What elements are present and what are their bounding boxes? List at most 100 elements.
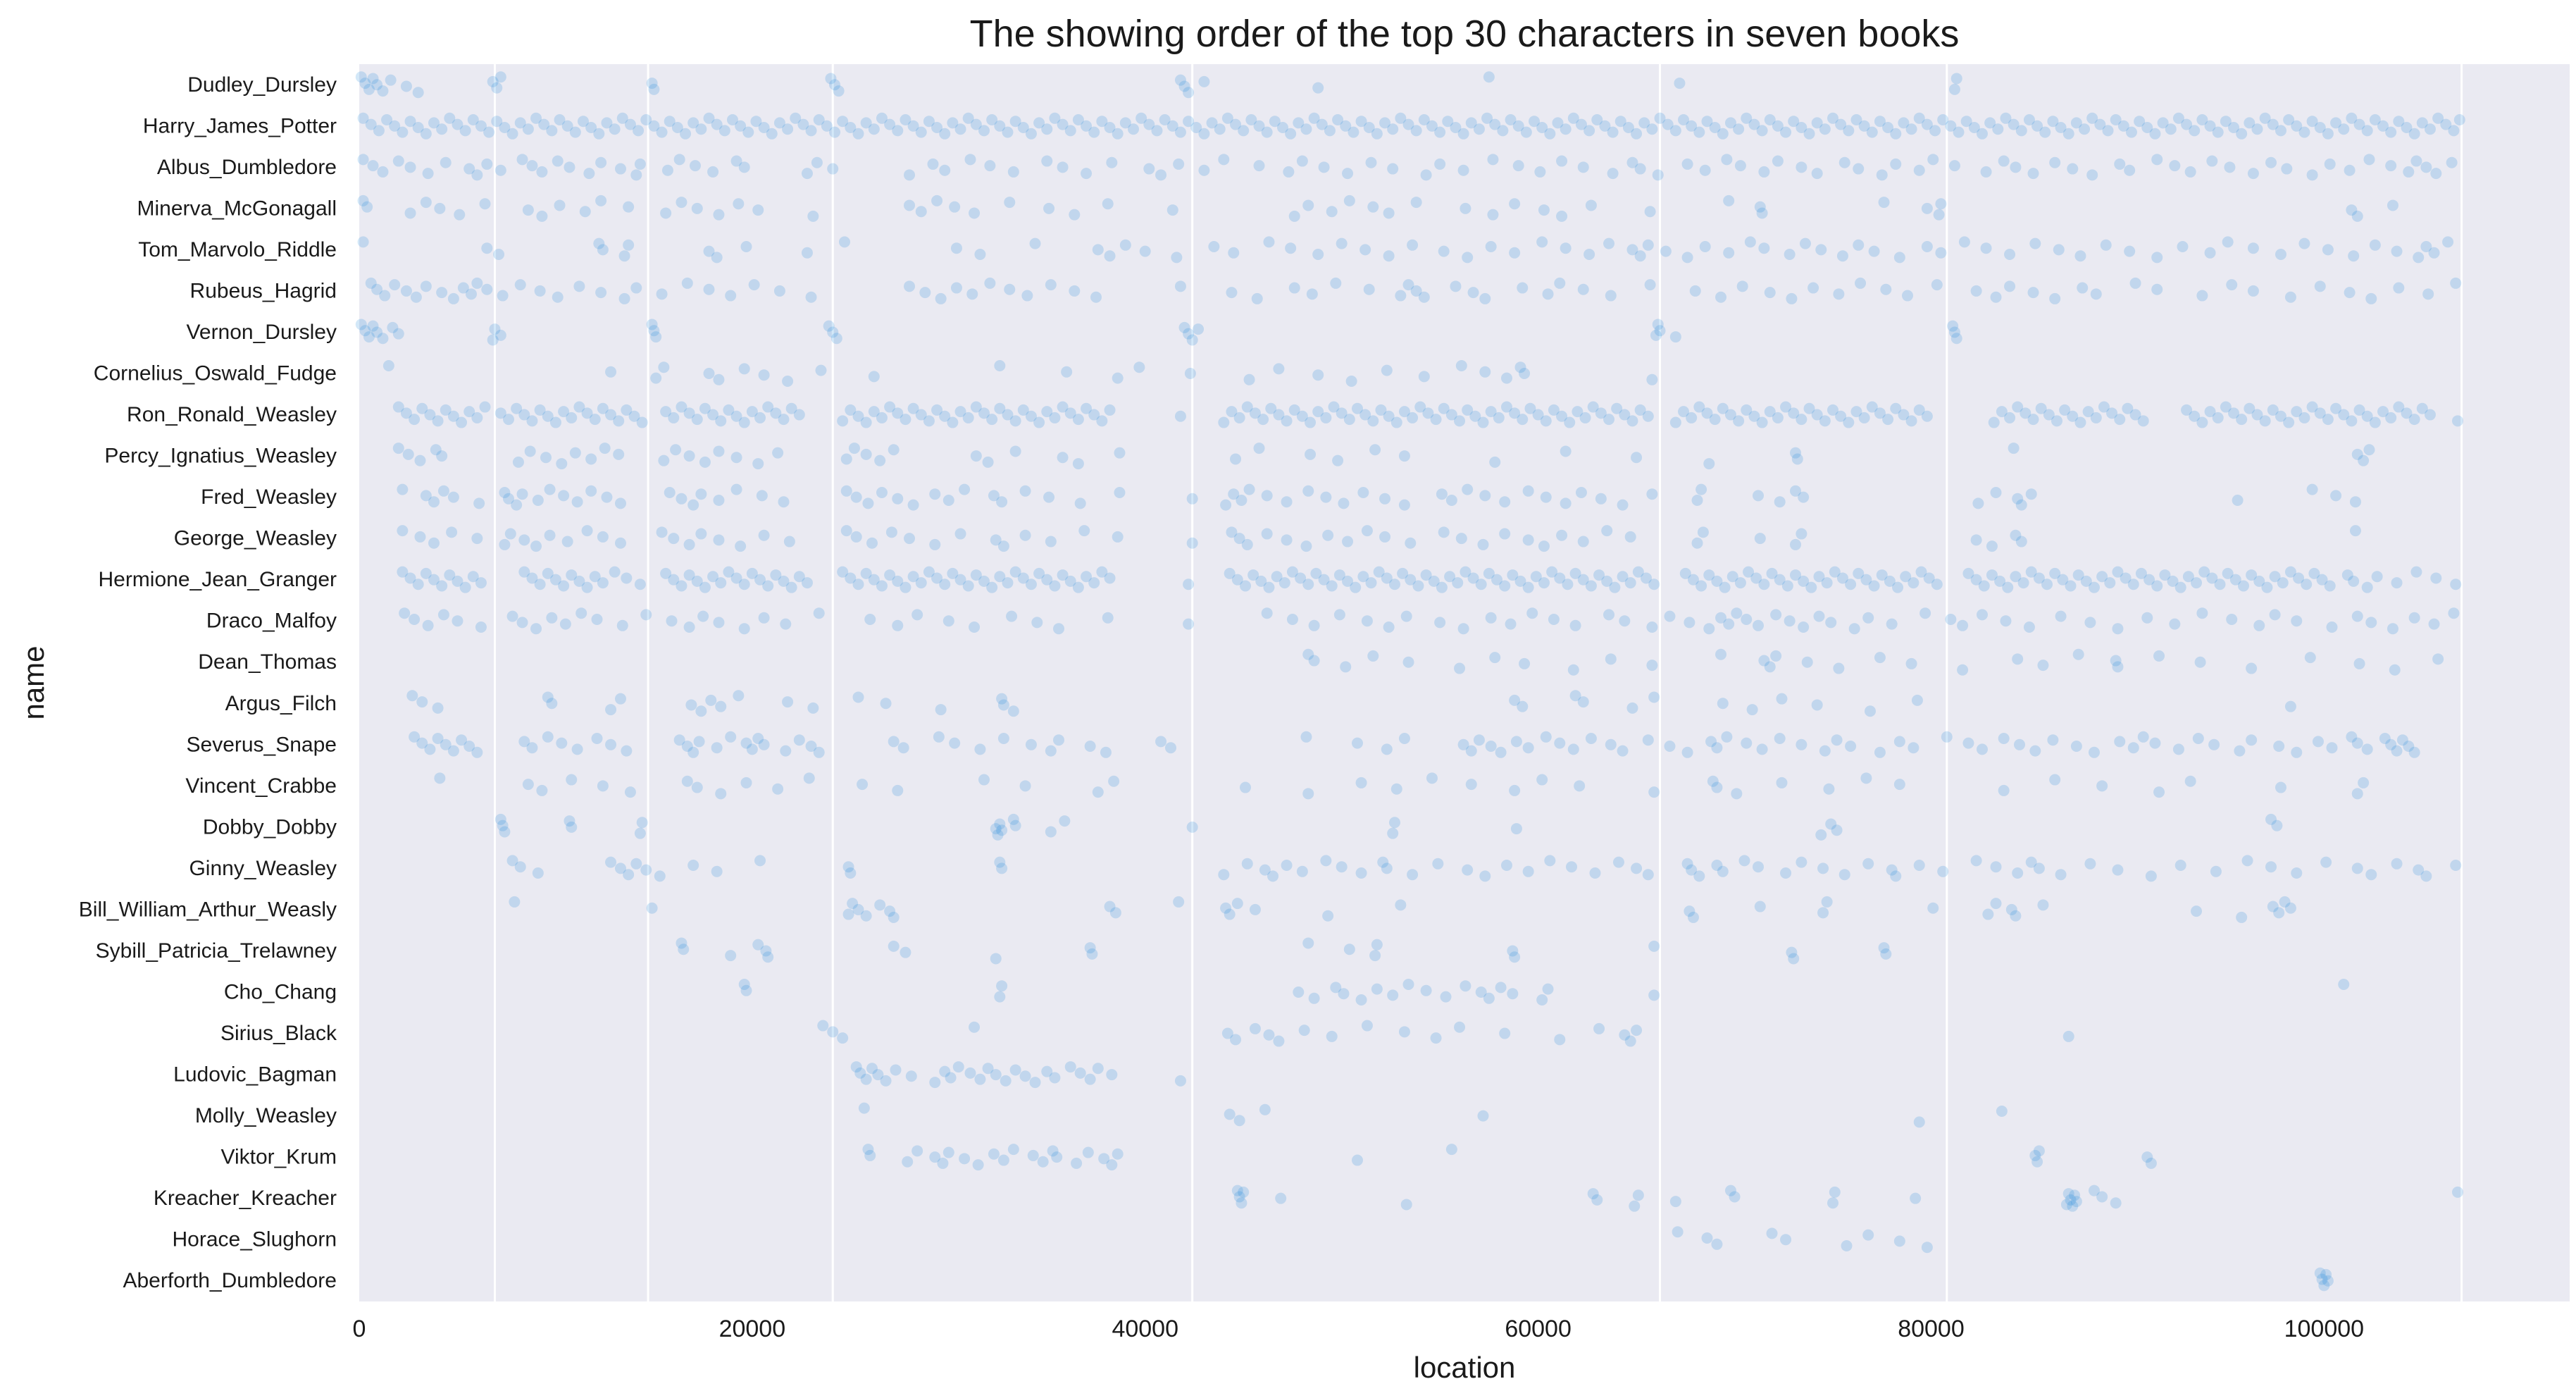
y-tick-label: Severus_Snape [187,733,337,756]
data-point [2051,415,2062,427]
data-point [1312,249,1324,260]
data-point [997,699,1009,711]
data-point [929,538,941,550]
data-point [1043,491,1055,503]
data-point [2267,118,2279,130]
data-point [931,404,943,416]
data-point [1475,579,1487,590]
data-point [514,861,526,873]
data-point [1495,746,1507,758]
data-point [2015,536,2027,548]
data-point [489,323,501,335]
data-point [1483,71,1495,83]
data-point [1078,525,1090,537]
data-point [892,407,904,419]
data-point [2196,114,2208,125]
data-point [2134,116,2146,128]
data-point [1874,652,1886,664]
data-point [1218,869,1230,881]
data-point [837,116,849,128]
data-point [544,529,556,541]
data-point [1418,114,1430,125]
series-Vernon_Dursley [355,318,1962,346]
data-point [1098,1153,1110,1165]
data-point [1365,156,1377,168]
data-point [581,407,593,419]
data-point [1860,772,1872,784]
data-point [2442,236,2454,248]
data-point [1921,118,1933,130]
data-point [511,402,523,414]
data-point [687,499,699,511]
data-point [888,940,900,952]
data-point [1159,114,1171,125]
data-point [1226,526,1238,538]
data-point [1350,581,1362,593]
data-point [1890,870,1902,882]
data-point [1556,529,1568,541]
data-point [1764,287,1776,299]
data-point [699,581,711,593]
data-point [762,951,774,963]
data-point [1631,452,1643,464]
data-point [735,540,747,552]
data-point [1269,116,1281,128]
data-point [397,566,409,578]
data-point [949,737,961,749]
data-point [420,280,432,292]
data-point [601,491,613,503]
data-point [666,615,678,627]
data-point [605,366,617,378]
data-point [1450,122,1462,133]
data-point [733,690,745,702]
data-point [1286,566,1298,578]
data-point [609,566,621,578]
data-point [892,493,904,505]
data-point [1221,1027,1233,1039]
data-point [668,412,680,423]
data-point [571,496,583,508]
data-point [1560,242,1572,254]
data-point [2112,864,2124,876]
data-point [990,823,1002,835]
data-point [838,236,850,248]
data-point [1092,786,1104,798]
data-point [1731,607,1743,619]
data-point [585,485,597,497]
data-point [2043,409,2055,421]
data-point [947,567,959,579]
data-point [494,164,506,176]
data-point [1454,662,1466,674]
data-point [687,746,699,758]
data-point [499,122,511,133]
data-point [1410,285,1422,297]
data-point [2110,655,2122,667]
data-point [2220,116,2232,128]
data-point [1064,125,1076,137]
data-point [2275,125,2286,137]
data-point [1835,410,1847,422]
data-point [392,443,404,454]
data-point [1090,291,1102,303]
data-point [2453,114,2465,125]
data-point [982,1063,994,1075]
data-point [1546,566,1558,578]
data-point [2253,575,2265,587]
data-point [770,569,782,581]
data-point [1781,580,1793,592]
data-point [2291,120,2303,132]
data-point [1681,858,1693,870]
series-Dobby_Dobby [494,813,2283,841]
data-point [605,738,617,750]
data-point [890,1064,902,1076]
y-tick-label: Draco_Malfoy [206,610,337,633]
data-point [2236,911,2248,923]
data-point [1880,283,1892,295]
data-point [811,156,823,168]
data-point [1318,161,1330,173]
data-point [589,414,601,426]
y-tick-label: Hermione_Jean_Granger [98,568,337,591]
data-point [907,571,919,583]
data-point [2234,745,2246,757]
data-point [499,826,511,838]
